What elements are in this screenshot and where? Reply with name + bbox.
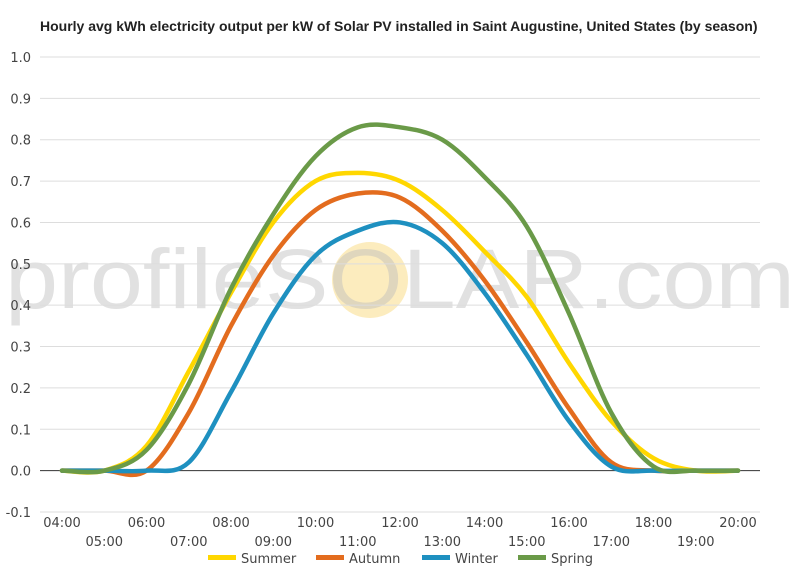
y-tick-label: -0.1 [6,506,31,521]
x-tick-label: 10:00 [297,516,334,531]
x-tick-label: 13:00 [424,535,461,550]
series-line-autumn [59,190,741,478]
legend-item-autumn: Autumn [316,552,400,567]
y-tick-label: 0.1 [10,423,31,438]
x-tick-label: 04:00 [43,516,80,531]
y-tick-label: 0.8 [10,134,31,149]
x-tick-label: 09:00 [255,535,292,550]
series-line-spring [59,122,741,475]
y-tick-label: 0.6 [10,216,31,231]
legend-label: Summer [241,552,297,567]
legend-swatch [316,555,344,560]
chart-title: Hourly avg kWh electricity output per kW… [40,18,758,34]
series-line-summer [59,170,741,475]
x-tick-label: 17:00 [593,535,630,550]
y-tick-label: 0.3 [10,341,31,356]
legend-swatch [422,555,450,560]
legend-item-spring: Spring [518,552,593,567]
legend-label: Spring [551,552,593,567]
x-tick-label: 06:00 [128,516,165,531]
legend-swatch [208,555,236,560]
y-tick-label: 1.0 [10,51,31,66]
x-tick-label: 18:00 [635,516,672,531]
series-lines [59,122,741,478]
y-tick-label: 0.2 [10,382,31,397]
x-tick-label: 12:00 [381,516,418,531]
y-tick-label: 0.7 [10,175,31,190]
y-tick-label: 0.0 [10,465,31,480]
y-tick-label: 0.4 [10,299,31,314]
x-tick-label: 07:00 [170,535,207,550]
watermark-text: profileSOLAR.com [5,232,795,326]
legend-item-winter: Winter [422,552,499,567]
legend-label: Winter [455,552,499,567]
x-tick-label: 16:00 [550,516,587,531]
x-tick-label: 05:00 [86,535,123,550]
x-tick-label: 11:00 [339,535,376,550]
legend-label: Autumn [349,552,400,567]
legend-swatch [518,555,546,560]
y-axis-ticks: 1.0 0.9 0.8 0.7 0.6 0.5 0.4 0.3 0.2 0.1 0.0 -0.1 [6,51,31,521]
legend-item-summer: Summer [208,552,297,567]
x-axis-ticks: 04:00 05:00 06:00 07:00 08:00 09:00 10:00 11:00… [43,516,756,550]
x-tick-label: 08:00 [212,516,249,531]
series-line-winter [59,219,741,474]
watermark-sun [332,242,408,318]
x-tick-label: 20:00 [719,516,756,531]
x-tick-label: 14:00 [466,516,503,531]
legend: Summer Autumn Winter Spring [208,552,593,567]
y-tick-label: 0.9 [10,92,31,107]
x-tick-label: 19:00 [677,535,714,550]
y-tick-label: 0.5 [10,258,31,273]
x-tick-label: 15:00 [508,535,545,550]
